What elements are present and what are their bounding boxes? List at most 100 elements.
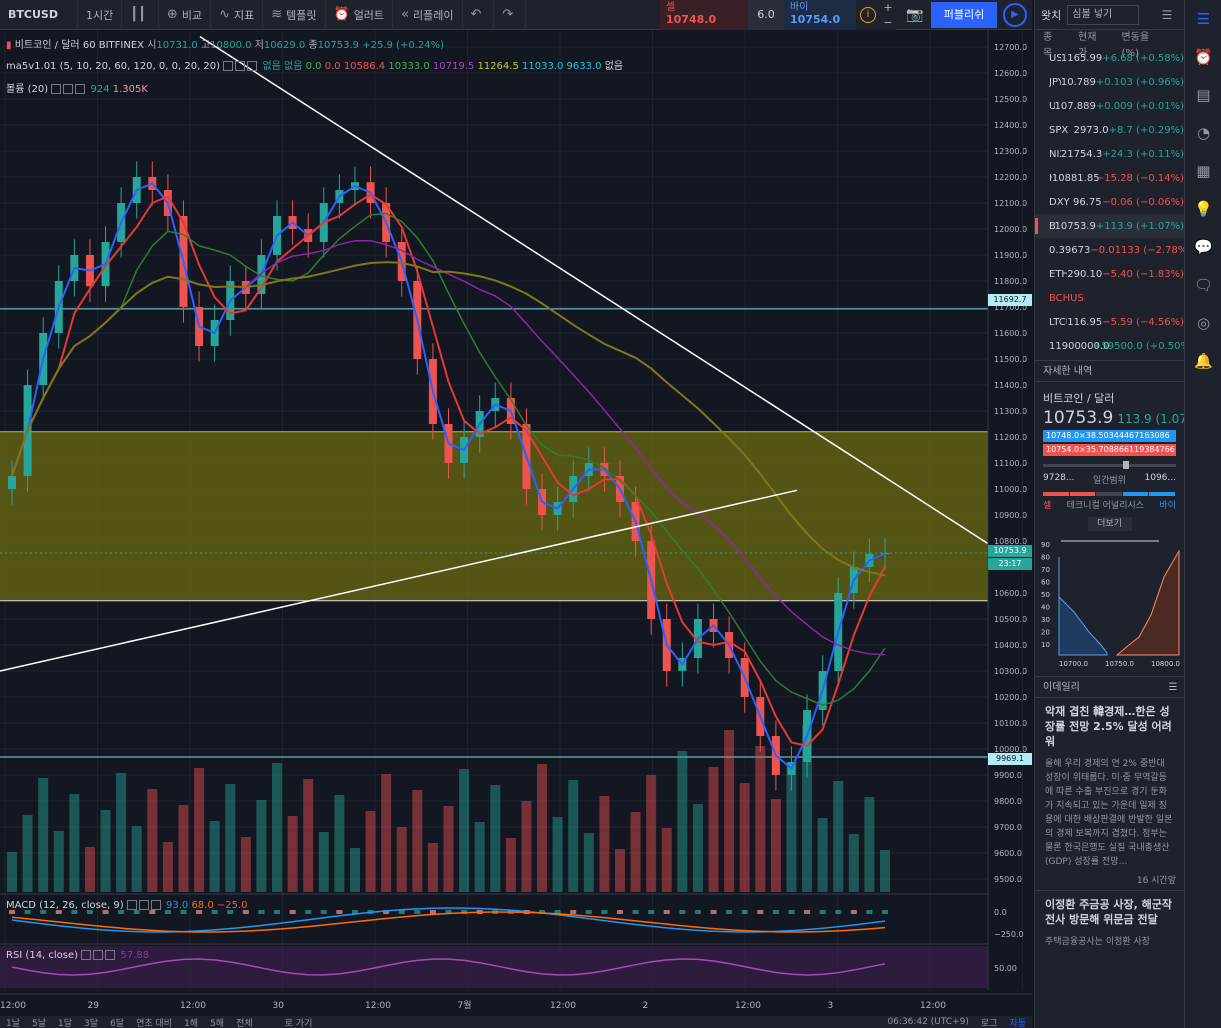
settings-icon[interactable] xyxy=(138,900,149,910)
volume-bar xyxy=(599,796,610,892)
templates-icon: ≋ xyxy=(271,7,283,22)
watchlist-row[interactable]: DXY 96.75 −0.06 (−0.06%) xyxy=(1035,190,1184,214)
watchlist-row[interactable]: BTCUSD10753.9+113.9 (+1.07%) xyxy=(1035,214,1184,238)
close-icon[interactable] xyxy=(247,61,258,71)
minus-button[interactable]: − xyxy=(883,16,893,29)
ideas-icon[interactable]: 💡 xyxy=(1194,200,1213,218)
play-button[interactable]: ▶ xyxy=(1003,3,1027,27)
range-5d[interactable]: 5날 xyxy=(32,1018,47,1028)
close-icon[interactable] xyxy=(105,950,116,960)
watchlist-row[interactable]: USDJPY107.889+0.009 (+0.01%) xyxy=(1035,94,1184,118)
auto-toggle[interactable]: 자동 xyxy=(1009,1018,1026,1028)
notifications-icon[interactable]: 🔔 xyxy=(1194,352,1213,370)
private-chat-icon[interactable]: 🗨 xyxy=(1193,276,1214,294)
settings-icon[interactable] xyxy=(93,950,104,960)
watchlist-row[interactable]: ETHUSD290.10−5.40 (−1.83%) xyxy=(1035,262,1184,286)
watchlist-row[interactable]: JPYKRW10.789+0.103 (+0.96%) xyxy=(1035,70,1184,94)
eye-icon[interactable] xyxy=(81,950,92,960)
range-ytd[interactable]: 연초 대비 xyxy=(136,1018,173,1028)
play-icon: ▶ xyxy=(1011,9,1019,20)
range-6m[interactable]: 6달 xyxy=(110,1018,125,1028)
chart-style-button[interactable]: ┃┃ xyxy=(122,0,159,30)
interval-button[interactable]: 1시간 xyxy=(78,0,123,30)
volume-bar xyxy=(505,838,516,892)
buy-button[interactable]: 바이 10754.0 xyxy=(784,0,856,30)
depth-y-tick: 20 xyxy=(1041,629,1050,637)
symbol-search[interactable]: BTCUSD xyxy=(0,0,78,30)
goto-date[interactable]: 로 가기 xyxy=(284,1018,313,1028)
watchlist-row[interactable]: XRPUSD0.39673−0.01133 (−2.78%) xyxy=(1035,238,1184,262)
tech-buy: 바이 xyxy=(1159,501,1176,511)
details-header[interactable]: 자세한 내역 xyxy=(1035,360,1184,382)
watchlist-row[interactable]: NI22521754.3+24.3 (+0.11%) xyxy=(1035,142,1184,166)
alarm-clock-icon[interactable]: ⏰ xyxy=(1194,48,1213,66)
watchlist-row[interactable]: HSCEI10881.85−15.28 (−0.14%) xyxy=(1035,166,1184,190)
streams-icon[interactable]: ◎ xyxy=(1196,314,1211,332)
close-icon[interactable] xyxy=(75,84,86,94)
price-chart[interactable]: 12700.0 12600.0 12500.0 12400.0 12300.0 12200… xyxy=(0,30,1032,1016)
alert-button[interactable]: ⏰ 얼러트 xyxy=(326,0,394,30)
volume-bar xyxy=(614,849,625,892)
watchlist-row[interactable]: LTCUSD116.95−5.59 (−4.56%) xyxy=(1035,310,1184,334)
ma-name: ma5v1.01 (5, 10, 20, 60, 120, 0, 0, 20, … xyxy=(6,61,221,72)
watchlist-row[interactable]: USDKRW1165.99+6.68 (+0.58%) xyxy=(1035,46,1184,70)
range-1d[interactable]: 1날 xyxy=(6,1018,21,1028)
watchlist-row[interactable]: SPX 2973.0 +8.7 (+0.29%) xyxy=(1035,118,1184,142)
range-5y[interactable]: 5해 xyxy=(210,1018,225,1028)
redo-button[interactable]: ↷ xyxy=(494,0,527,30)
row-change: +8.7 (+0.29%) xyxy=(1108,124,1184,136)
hotlist-icon[interactable]: ◔ xyxy=(1196,124,1211,142)
price-tick-label: 11200.0 xyxy=(994,433,1027,442)
current-price-label: 10753.9 xyxy=(988,545,1032,557)
more-button[interactable]: 더보기 xyxy=(1087,517,1132,531)
volume-bar xyxy=(240,837,251,892)
macd-hist-value: −25.0 xyxy=(216,900,248,911)
high-label: 고 xyxy=(200,40,211,51)
eye-icon[interactable] xyxy=(223,61,234,71)
range-1m[interactable]: 1달 xyxy=(58,1018,73,1028)
volume-bar xyxy=(490,785,501,892)
publish-button[interactable]: 퍼블리쉬 xyxy=(931,2,997,28)
watchlist-icon[interactable]: ☰ xyxy=(1196,10,1211,28)
watchlist-row[interactable]: BCHUSD xyxy=(1035,286,1184,310)
time-axis-label: 12:00 xyxy=(735,1001,761,1011)
range-1y[interactable]: 1해 xyxy=(184,1018,199,1028)
close-icon[interactable] xyxy=(150,900,161,910)
trade-info-button[interactable]: i xyxy=(856,0,880,30)
menu-icon[interactable]: ☰ xyxy=(1161,7,1173,22)
settings-icon[interactable] xyxy=(235,61,246,71)
symbol-input[interactable]: 심볼 넣기 xyxy=(1067,4,1140,25)
range-all[interactable]: 전체 xyxy=(236,1018,253,1028)
macd-histogram-bar xyxy=(133,910,140,914)
countdown-label: 23:17 xyxy=(988,558,1032,570)
col-price[interactable]: 현재가 xyxy=(1078,32,1097,59)
rsi-value: 57.88 xyxy=(120,950,150,961)
eye-icon[interactable] xyxy=(51,84,62,94)
menu-icon[interactable]: ☰ xyxy=(1168,682,1178,693)
news-headline-2[interactable]: 이정환 주금공 사장, 해군작전사 방문해 위문금 전달 xyxy=(1035,890,1184,927)
templates-button[interactable]: ≋ 템플릿 xyxy=(263,0,326,30)
plus-button[interactable]: + xyxy=(883,1,893,14)
range-low: 9728... xyxy=(1043,473,1075,483)
chart-area[interactable]: 12700.0 12600.0 12500.0 12400.0 12300.0 12200… xyxy=(0,30,1032,1016)
undo-button[interactable]: ↶ xyxy=(463,0,495,30)
price-tick-label: 10100.0 xyxy=(994,719,1027,728)
col-symbol[interactable]: 종목 xyxy=(1043,32,1053,59)
indicators-button[interactable]: ∿ 지표 xyxy=(211,0,264,30)
data-window-icon[interactable]: ▤ xyxy=(1196,86,1211,104)
macd-histogram-bar xyxy=(648,910,655,914)
settings-icon[interactable] xyxy=(63,84,74,94)
news-headline[interactable]: 악재 겹친 韓경제…한은 성장률 전망 2.5% 달성 어려워 xyxy=(1045,705,1172,748)
calendar-icon[interactable]: ▦ xyxy=(1196,162,1211,180)
log-toggle[interactable]: 로그 xyxy=(980,1018,998,1028)
col-change[interactable]: 변동율 (%) xyxy=(1121,32,1150,59)
snapshot-button[interactable]: 📷 xyxy=(902,0,928,30)
compare-button[interactable]: ⊕ 비교 xyxy=(159,0,212,30)
quantity-stepper[interactable]: + − xyxy=(880,0,896,30)
sell-button[interactable]: 셀 10748.0 xyxy=(660,0,748,30)
watchlist-row[interactable]: BTCKRW11900000.0+59500.0 (+0.50%) xyxy=(1035,334,1184,358)
eye-icon[interactable] xyxy=(126,900,137,910)
chat-icon[interactable]: 💬 xyxy=(1194,238,1213,256)
replay-button[interactable]: «리플레이 xyxy=(393,0,463,30)
range-3m[interactable]: 3달 xyxy=(84,1018,99,1028)
